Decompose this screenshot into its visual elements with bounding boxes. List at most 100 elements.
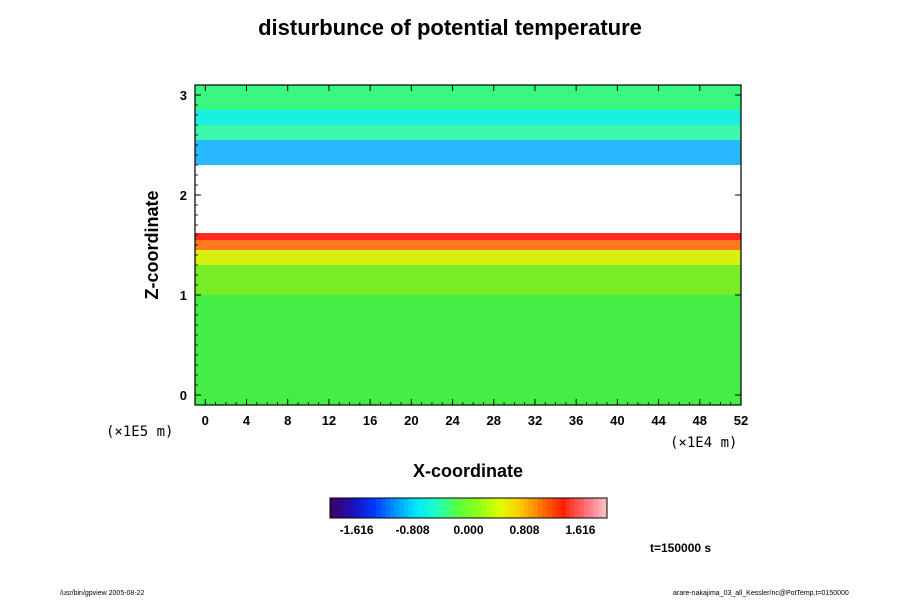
x-tick-label: 44 xyxy=(651,413,666,428)
colorbar-segment xyxy=(394,498,400,518)
footer-right: arare-nakajima_03_all_Kessler/nc@PotTemp… xyxy=(673,590,849,597)
colorbar-tick-label: 1.616 xyxy=(565,523,595,537)
x-tick-label: 36 xyxy=(569,413,583,428)
field-band-2 xyxy=(195,250,741,265)
colorbar-segment xyxy=(505,498,511,518)
x-tick-label: 52 xyxy=(734,413,748,428)
field-band-5 xyxy=(195,165,741,233)
x-tick-label: 40 xyxy=(610,413,624,428)
colorbar-segment xyxy=(602,498,608,518)
time-label: t=150000 s xyxy=(650,541,712,555)
y-tick-label: 0 xyxy=(180,388,187,403)
x-unit-label: (×1E4 m) xyxy=(670,435,738,451)
colorbar-segment xyxy=(371,498,377,518)
colorbar-segment xyxy=(366,498,372,518)
colorbar-tick-label: 0.808 xyxy=(509,523,539,537)
x-tick-label: 20 xyxy=(404,413,418,428)
colorbar-segment xyxy=(454,498,460,518)
y-tick-label: 2 xyxy=(180,188,187,203)
colorbar-segment xyxy=(565,498,571,518)
x-tick-label: 8 xyxy=(284,413,291,428)
field-band-6 xyxy=(195,140,741,165)
colorbar-segment xyxy=(574,498,580,518)
colorbar-segment xyxy=(597,498,603,518)
y-tick-label: 3 xyxy=(180,88,187,103)
colorbar-segment xyxy=(408,498,414,518)
colorbar-segment xyxy=(473,498,479,518)
x-axis-label: X-coordinate xyxy=(413,461,523,481)
colorbar-segment xyxy=(537,498,543,518)
colorbar-segment xyxy=(514,498,520,518)
footer-left: /usr/bin/gpview 2005-08-22 xyxy=(60,590,145,597)
colorbar-segment xyxy=(436,498,442,518)
colorbar-segment xyxy=(528,498,534,518)
x-tick-label: 24 xyxy=(445,413,460,428)
x-tick-label: 32 xyxy=(528,413,542,428)
y-tick-label: 1 xyxy=(180,288,187,303)
colorbar-segment xyxy=(417,498,423,518)
colorbar-segment xyxy=(459,498,465,518)
colorbar-segment xyxy=(380,498,386,518)
y-unit-label: (×1E5 m) xyxy=(106,424,174,440)
field-plot xyxy=(195,85,741,405)
colorbar-segment xyxy=(556,498,562,518)
colorbar-segment xyxy=(588,498,594,518)
colorbar-segment xyxy=(546,498,552,518)
colorbar-segment xyxy=(445,498,451,518)
colorbar-segment xyxy=(450,498,455,518)
colorbar-frame xyxy=(329,497,608,519)
colorbar-segment xyxy=(357,498,363,518)
colorbar-segment xyxy=(583,498,589,518)
colorbar-segment xyxy=(413,498,419,518)
colorbar-segment xyxy=(570,498,575,518)
colorbar-segment xyxy=(477,498,483,518)
colorbar-segment xyxy=(399,498,405,518)
field-band-1 xyxy=(195,265,741,295)
colorbar-segment xyxy=(385,498,391,518)
colorbar-segment xyxy=(343,498,349,518)
colorbar-segment xyxy=(362,498,368,518)
colorbar-segment xyxy=(353,498,358,518)
colorbar-tick-label: -0.808 xyxy=(396,523,430,537)
y-axis-label: Z-coordinate xyxy=(142,190,162,299)
colorbar-segment xyxy=(390,498,395,518)
colorbar: -1.616 -0.808 0.000 0.808 1.616 xyxy=(329,497,608,537)
colorbar-segment xyxy=(330,498,335,518)
colorbar-segment xyxy=(334,498,340,518)
colorbar-segment xyxy=(523,498,529,518)
colorbar-segment xyxy=(579,498,585,518)
x-tick-label: 0 xyxy=(202,413,209,428)
y-axis: 0 1 2 3 xyxy=(180,88,741,403)
colorbar-segment xyxy=(403,498,409,518)
x-tick-label: 48 xyxy=(693,413,707,428)
colorbar-segment xyxy=(491,498,497,518)
x-tick-label: 12 xyxy=(322,413,336,428)
x-tick-label: 16 xyxy=(363,413,377,428)
chart-title: disturbunce of potential temperature xyxy=(258,15,642,40)
field-band-7 xyxy=(195,125,741,140)
colorbar-segment xyxy=(551,498,557,518)
field-band-4 xyxy=(195,233,741,240)
colorbar-segment xyxy=(542,498,548,518)
colorbar-segment xyxy=(593,498,599,518)
colorbar-segment xyxy=(533,498,539,518)
colorbar-segment xyxy=(486,498,492,518)
colorbar-segment xyxy=(376,498,382,518)
field-band-9 xyxy=(195,85,741,110)
colorbar-segment xyxy=(440,498,446,518)
colorbar-segment xyxy=(463,498,469,518)
colorbar-segment xyxy=(496,498,502,518)
colorbar-segment xyxy=(348,498,354,518)
colorbar-tick-label: 0.000 xyxy=(453,523,483,537)
colorbar-segment xyxy=(510,498,515,518)
colorbar-segment xyxy=(519,498,525,518)
colorbar-segment xyxy=(422,498,428,518)
x-axis: 0 4 8 12 16 20 24 28 32 36 40 44 48 52 xyxy=(202,85,748,428)
x-tick-label: 4 xyxy=(243,413,251,428)
colorbar-segment xyxy=(500,498,506,518)
field-band-3 xyxy=(195,240,741,250)
colorbar-segment xyxy=(339,498,345,518)
colorbar-tick-label: -1.616 xyxy=(340,523,374,537)
colorbar-segment xyxy=(482,498,488,518)
